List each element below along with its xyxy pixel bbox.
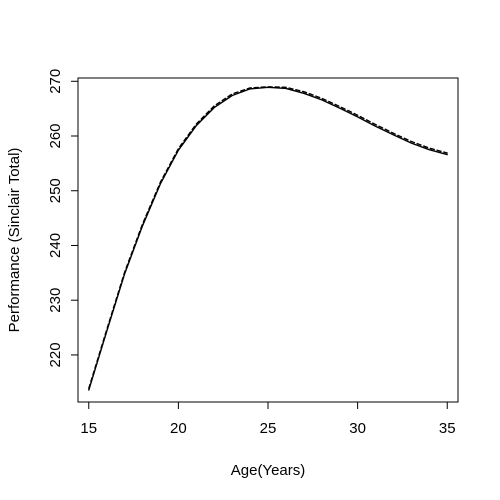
y-axis-title: Performance (Sinclair Total) <box>6 148 23 333</box>
series-layer <box>88 86 448 391</box>
y-tick-label: 270 <box>47 69 64 94</box>
y-tick-label: 230 <box>47 288 64 313</box>
plot-frame <box>77 77 459 403</box>
y-tick-label: 260 <box>47 123 64 148</box>
x-tick-label: 35 <box>439 420 456 437</box>
x-axis-title: Age(Years) <box>231 462 306 479</box>
y-tick-label: 240 <box>47 233 64 258</box>
x-axis: 15 20 25 30 35 <box>80 401 456 437</box>
y-axis: 220 230 240 250 260 270 <box>47 69 79 367</box>
y-tick-label: 250 <box>47 178 64 203</box>
y-tick-label: 220 <box>47 342 64 367</box>
series-line-2 <box>88 86 448 389</box>
x-tick-label: 15 <box>80 420 97 437</box>
x-tick-label: 20 <box>170 420 187 437</box>
x-tick-label: 25 <box>260 420 277 437</box>
x-tick-label: 30 <box>349 420 366 437</box>
